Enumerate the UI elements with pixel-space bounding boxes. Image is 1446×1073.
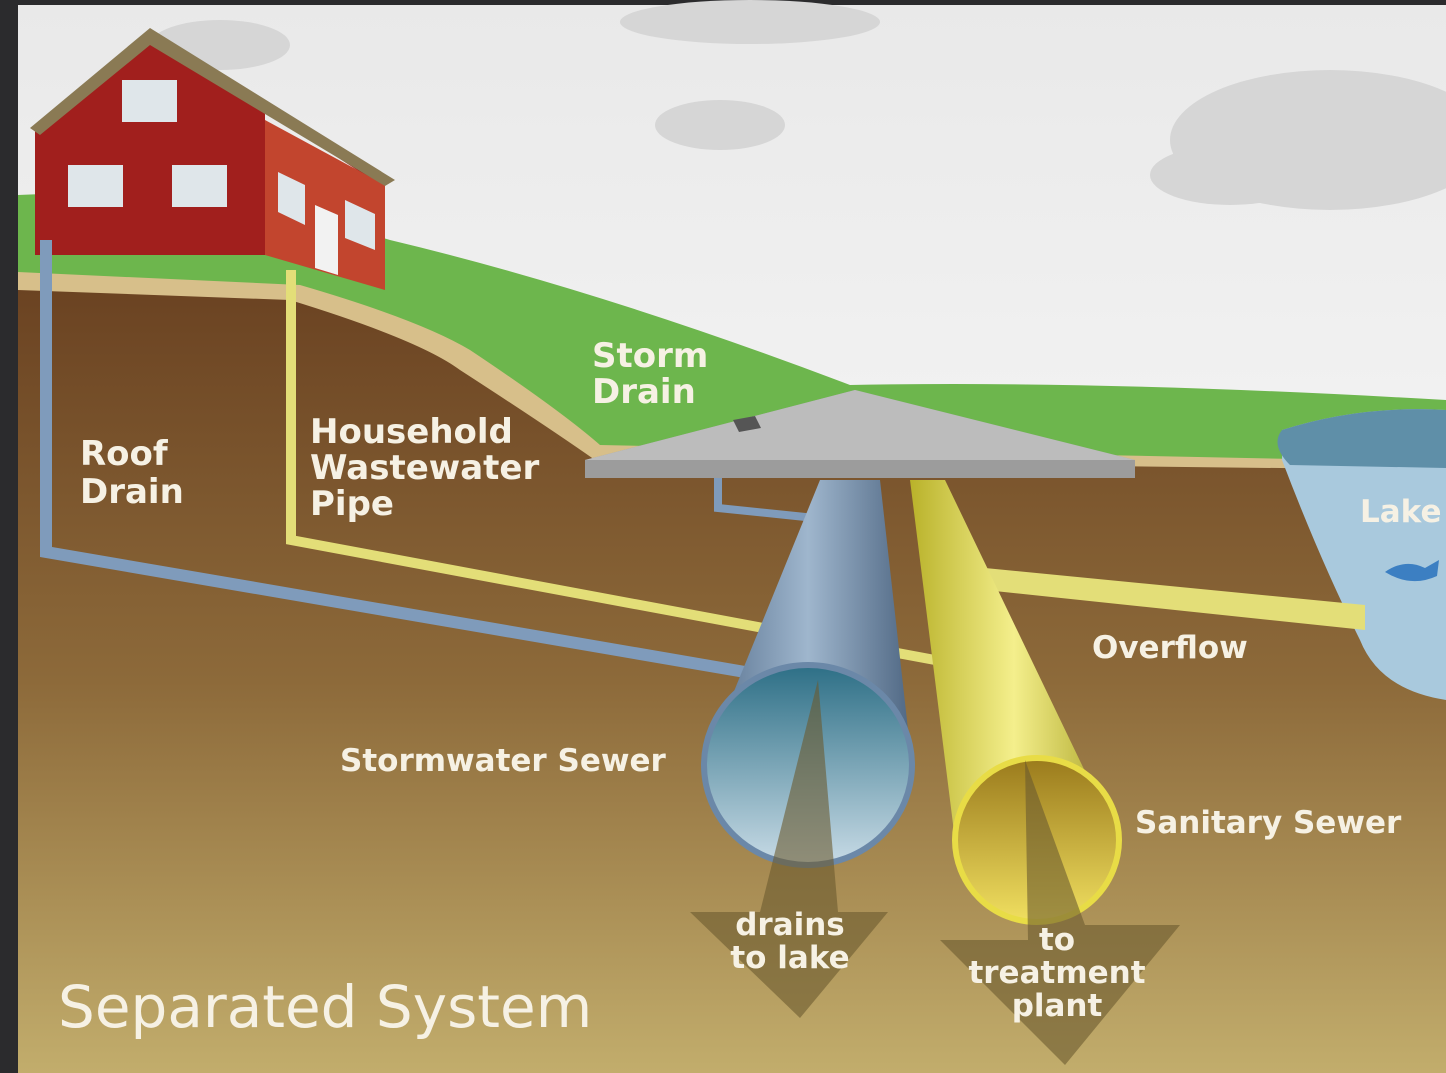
label: treatment	[968, 955, 1145, 991]
label: Roof	[80, 434, 169, 474]
label: to	[1039, 922, 1075, 958]
label: Stormwater Sewer	[340, 743, 667, 779]
label: Drain	[592, 372, 696, 412]
label: Drain	[80, 472, 184, 512]
illustration: Separated System RoofDrainHouseholdWaste…	[0, 0, 1446, 1073]
label: Wastewater	[310, 448, 539, 488]
label: to lake	[730, 940, 849, 976]
label: Pipe	[310, 484, 394, 524]
label: Storm	[592, 336, 708, 376]
label: drains	[735, 907, 845, 943]
label: Overflow	[1092, 630, 1248, 666]
label: plant	[1012, 988, 1103, 1024]
title: Separated System	[58, 973, 592, 1041]
label: Sanitary Sewer	[1135, 805, 1402, 841]
label: Household	[310, 412, 513, 452]
scene	[0, 0, 1446, 1073]
label: Lake	[1360, 494, 1441, 530]
